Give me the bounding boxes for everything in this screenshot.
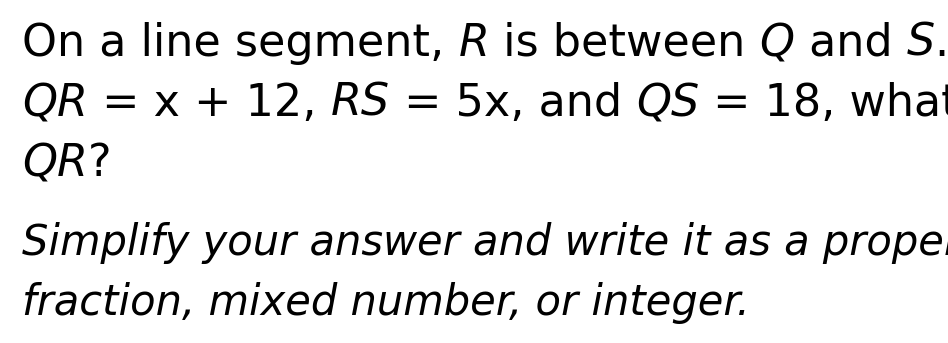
Text: = x + 12,: = x + 12, xyxy=(88,82,331,125)
Text: On a line segment,: On a line segment, xyxy=(22,22,459,65)
Text: = 5x, and: = 5x, and xyxy=(390,82,636,125)
Text: = 18, what is: = 18, what is xyxy=(699,82,948,125)
Text: QR: QR xyxy=(22,142,88,185)
Text: QS: QS xyxy=(636,82,699,125)
Text: fraction, mixed number, or integer.: fraction, mixed number, or integer. xyxy=(22,282,750,324)
Text: is between: is between xyxy=(489,22,759,65)
Text: . If: . If xyxy=(935,22,948,65)
Text: QR: QR xyxy=(22,82,88,125)
Text: and: and xyxy=(794,22,906,65)
Text: ?: ? xyxy=(88,142,112,185)
Text: R: R xyxy=(459,22,489,65)
Text: S: S xyxy=(906,22,935,65)
Text: Simplify your answer and write it as a proper: Simplify your answer and write it as a p… xyxy=(22,222,948,264)
Text: Q: Q xyxy=(759,22,794,65)
Text: RS: RS xyxy=(331,82,390,125)
